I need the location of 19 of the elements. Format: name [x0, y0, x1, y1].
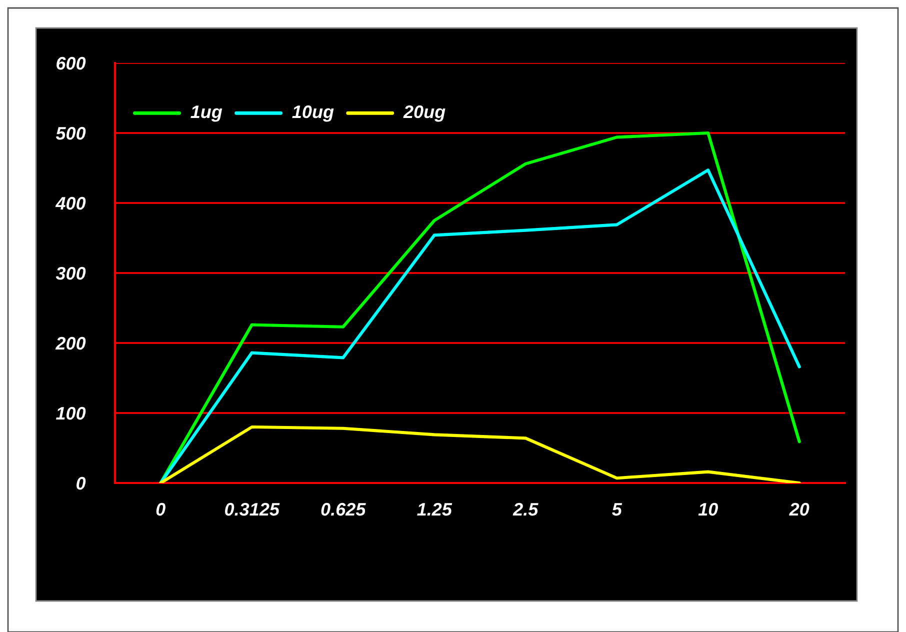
x-tick-label: 10 [698, 502, 718, 516]
legend-label: 1ug [190, 106, 222, 122]
x-tick-label: 0 [156, 502, 166, 516]
x-tick-label: 2.5 [512, 502, 538, 516]
y-tick-label: 500 [56, 126, 86, 140]
x-tick-label: 0.625 [321, 502, 366, 516]
y-tick-label: 400 [55, 196, 86, 210]
y-tick-label: 200 [55, 336, 86, 350]
legend-label: 20ug [403, 105, 446, 122]
y-tick-label: 0 [76, 476, 86, 490]
y-tick-label: 300 [56, 266, 86, 280]
x-tick-label: 1.25 [417, 502, 452, 516]
y-tick-label: 100 [56, 406, 86, 420]
x-tick-label: 0.3125 [225, 502, 280, 516]
line-series [159, 425, 801, 483]
legend-label: 10ug [292, 105, 334, 122]
x-tick-label: 5 [612, 503, 622, 516]
x-tick-label: 20 [789, 502, 810, 516]
y-tick-label: 600 [56, 56, 86, 70]
